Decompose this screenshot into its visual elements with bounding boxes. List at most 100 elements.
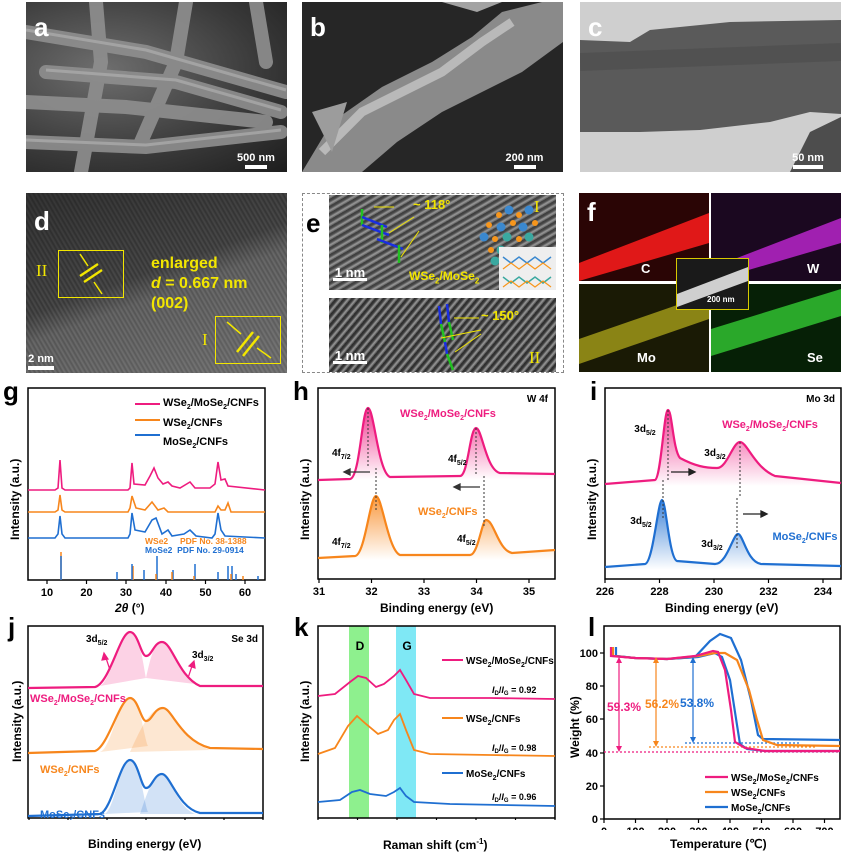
element-label-C: C	[641, 261, 651, 276]
sem-image-b: b 200 nm	[302, 2, 563, 172]
panel-label-b: b	[310, 12, 326, 42]
residual-wsmo: 59.3%	[607, 700, 641, 714]
title-w4f: W 4f	[527, 394, 549, 405]
scale-bar-a: 500 nm	[231, 152, 281, 169]
xlabel-j: Binding energy (eV)	[88, 837, 202, 851]
scale-text-d: 2 nm	[28, 353, 54, 365]
scale-bar-d: 2 nm	[26, 353, 56, 370]
legend-item-ws-mo: WSe2/MoSe2/CNFs	[163, 397, 259, 412]
legend-item-ws: WSe2/CNFs	[163, 416, 223, 431]
svg-text:400: 400	[721, 826, 739, 830]
single-fiber-tem	[580, 20, 841, 172]
svg-text:10: 10	[41, 587, 53, 599]
svg-text:600: 600	[784, 826, 802, 830]
svg-text:ID/IG = 0.92: ID/IG = 0.92	[492, 685, 536, 697]
xps-mo3d-chart: 226 228 230 232 234 Mo 3d 3d5/2 WSe2/MoSe2/C…	[596, 387, 842, 598]
xrd-chart: 10 20 30 40 50 60	[27, 387, 266, 599]
svg-text:3d5/2: 3d5/2	[634, 424, 656, 437]
nanosheet-fiber	[302, 2, 563, 172]
hrtem-image-d: d II enlarged d = 0.667 nm (002) I 2 nm	[26, 193, 287, 373]
residual-ws: 56.2%	[645, 697, 679, 711]
lattice-marker-I-icon	[226, 321, 272, 359]
svg-text:4f7/2: 4f7/2	[332, 448, 351, 461]
svg-text:WSe2/CNFs: WSe2/CNFs	[40, 764, 100, 778]
svg-text:MoSe2/CNFs: MoSe2/CNFs	[466, 769, 526, 782]
tem-image-c: c 50 nm	[580, 2, 841, 172]
ref-labels-g: WSe2 PDF No. 38-1388 MoSe2 PDF No. 29-09…	[145, 536, 247, 555]
svg-text:WSe2/CNFs: WSe2/CNFs	[731, 788, 786, 801]
hrtem-image-e-bottom: ~ 150° II 1 nm	[329, 298, 556, 372]
svg-text:MoSe2/CNFs: MoSe2/CNFs	[772, 531, 837, 545]
crystal-structure-inset	[499, 247, 556, 290]
ylabel-l: Weight (%)	[568, 696, 582, 758]
panel-label-a: a	[34, 12, 49, 42]
svg-text:500: 500	[752, 826, 770, 830]
svg-text:300: 300	[689, 826, 707, 830]
svg-text:35: 35	[523, 586, 535, 598]
svg-text:WSe2/MoSe2/CNFs: WSe2/MoSe2/CNFs	[466, 656, 554, 669]
svg-text:3d3/2: 3d3/2	[701, 539, 723, 552]
eds-map-Se: Se	[711, 284, 841, 372]
panel-label-g: g	[3, 376, 19, 406]
svg-text:3d3/2: 3d3/2	[192, 650, 214, 663]
nanofiber-network	[26, 2, 287, 172]
svg-text:WSe2/CNFs: WSe2/CNFs	[466, 714, 521, 727]
svg-text:3d3/2: 3d3/2	[704, 448, 726, 461]
region-label-I: I	[202, 330, 208, 349]
svg-text:WSe2/CNFs: WSe2/CNFs	[418, 506, 478, 520]
svg-text:0: 0	[592, 814, 598, 826]
scale-text-c: 50 nm	[792, 152, 824, 164]
svg-text:34: 34	[470, 586, 483, 598]
svg-text:0: 0	[601, 826, 607, 830]
scale-text-e-bottom: 1 nm	[334, 348, 366, 363]
svg-text:G: G	[402, 639, 411, 653]
ratio-mo: = 0.96	[509, 792, 537, 802]
ratio-ws: = 0.98	[509, 743, 537, 753]
d-annotation-spacing: d = 0.667 nm	[151, 275, 248, 292]
svg-text:700: 700	[815, 826, 833, 830]
heterostructure-caption: WSe2/MoSe2	[409, 269, 480, 286]
svg-text:31: 31	[313, 586, 325, 598]
svg-text:4f5/2: 4f5/2	[448, 454, 467, 467]
scale-bar-b: 200 nm	[497, 152, 552, 169]
svg-text:40: 40	[160, 587, 172, 599]
scale-text-a: 500 nm	[237, 152, 275, 164]
angle-label-150: ~ 150°	[481, 308, 520, 323]
svg-text:ID/IG = 0.98: ID/IG = 0.98	[492, 743, 536, 755]
tga-chart: 0 20 40 60 80 100 0 100 200 300 400 500 600 700 59.3…	[580, 625, 841, 830]
panel-label-e: e	[306, 208, 321, 238]
svg-text:4f7/2: 4f7/2	[332, 537, 351, 550]
ratio-wsmo: = 0.92	[509, 685, 537, 695]
svg-text:33: 33	[418, 586, 430, 598]
svg-text:234: 234	[814, 586, 833, 598]
svg-text:40: 40	[586, 748, 598, 760]
scale-text-e-top: 1 nm	[334, 265, 366, 280]
raman-chart: 1000120014001600180020002200 D G WSe2/Mo…	[317, 625, 556, 820]
element-label-Se: Se	[807, 350, 823, 365]
svg-text:20: 20	[586, 781, 598, 793]
panel-label-h: h	[293, 376, 309, 406]
element-label-W: W	[807, 261, 820, 276]
hrtem-image-e-top: ~ 118° I WSe2/MoSe2 1 nm	[329, 195, 556, 290]
svg-text:WSe2/MoSe2/CNFs: WSe2/MoSe2/CNFs	[731, 773, 819, 786]
d-annotation-plane: (002)	[151, 295, 189, 312]
inset-scale: 200 nm	[707, 295, 735, 304]
svg-text:D: D	[356, 639, 365, 653]
region-box-II	[58, 250, 124, 298]
region-label-e-I: I	[534, 197, 540, 216]
xlabel-l: Temperature (℃)	[670, 837, 767, 851]
xlabel-i: Binding energy (eV)	[665, 601, 779, 615]
ylabel-i: Intensity (a.u.)	[585, 458, 599, 540]
legend-item-mo: MoSe2/CNFs	[163, 436, 229, 451]
region-label-II: II	[36, 261, 48, 280]
svg-text:MoSe2/CNFs: MoSe2/CNFs	[40, 809, 105, 820]
svg-text:60: 60	[239, 587, 251, 599]
region-box-I	[215, 316, 281, 364]
xlabel-g: 2θ (°)	[115, 601, 145, 615]
svg-text:232: 232	[759, 586, 777, 598]
angle-label-118: ~ 118°	[413, 197, 451, 212]
panel-label-c: c	[588, 12, 603, 42]
scale-bar-c: 50 nm	[788, 152, 828, 169]
lattice-angle-overlay-2-icon	[437, 303, 482, 371]
xps-w4f-chart: 31 32 33 34 35 W 4f 4f7/2 4f5/2 4f7/2 4f5/2 …	[313, 387, 556, 598]
